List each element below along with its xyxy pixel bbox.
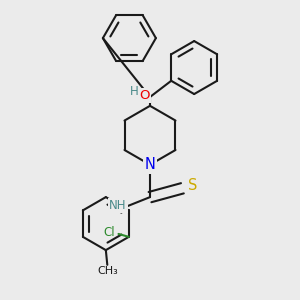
Text: H: H [129, 85, 138, 98]
Text: S: S [188, 178, 197, 193]
Text: CH₃: CH₃ [97, 266, 118, 276]
Text: N: N [145, 157, 155, 172]
Text: O: O [140, 89, 150, 102]
Text: NH: NH [109, 199, 126, 212]
Text: Cl: Cl [104, 226, 116, 239]
